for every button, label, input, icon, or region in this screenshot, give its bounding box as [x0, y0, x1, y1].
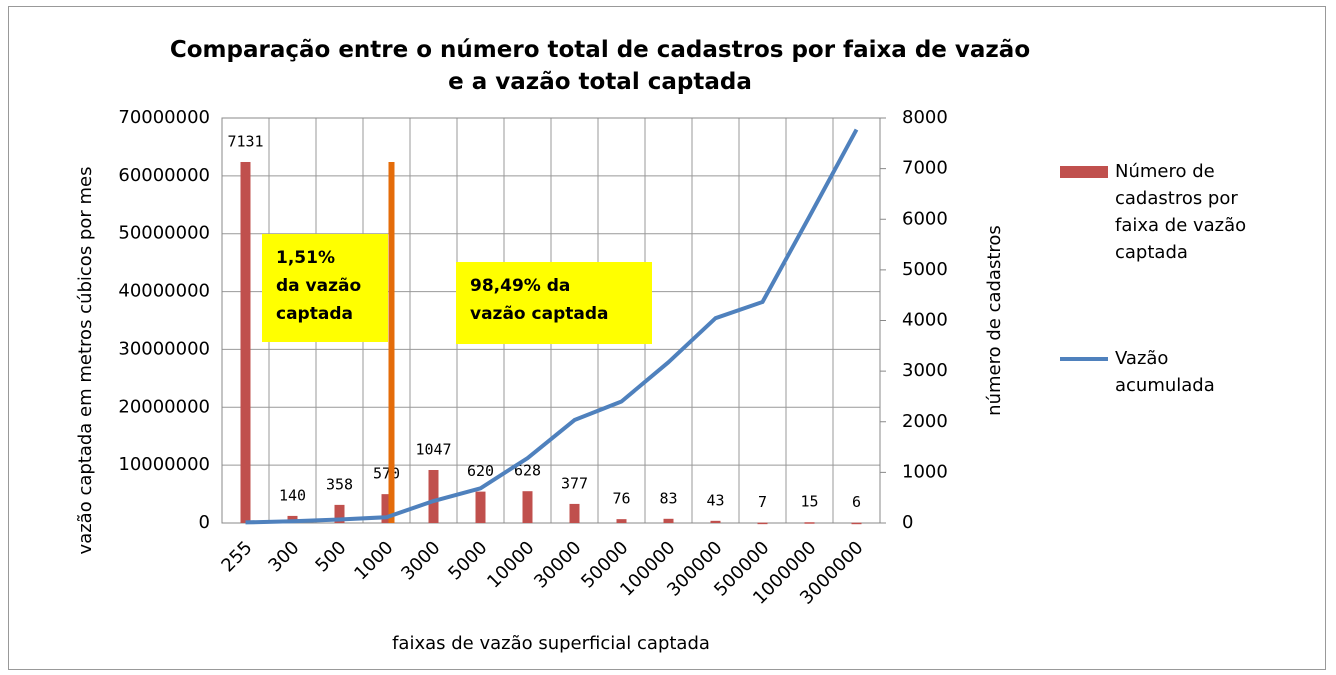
y2-tick-label: 8000 — [902, 107, 948, 128]
bar — [475, 491, 486, 523]
x-tick-label: 300 — [264, 537, 303, 576]
data-label: 43 — [706, 491, 724, 509]
legend-label: Número de cadastros por faixa de vazão c… — [1115, 161, 1247, 263]
y-tick-label: 50000000 — [118, 223, 210, 244]
bar — [522, 491, 533, 523]
plot-border — [221, 117, 881, 524]
y-tick-label: 10000000 — [118, 454, 210, 475]
annotation-line: 1,51% — [276, 248, 335, 268]
bar — [334, 504, 345, 523]
data-label: 15 — [800, 493, 818, 511]
y-tick-label: 40000000 — [118, 281, 210, 302]
data-label: 76 — [612, 490, 630, 508]
data-label: 1047 — [415, 440, 451, 458]
y-tick-label: 30000000 — [118, 338, 210, 359]
x-tick-label: 30000 — [530, 537, 585, 592]
y-tick-label: 70000000 — [118, 107, 210, 128]
x-tick-label: 3000 — [397, 537, 444, 584]
y-tick-label: 20000000 — [118, 396, 210, 417]
data-label: 628 — [514, 462, 541, 480]
bar — [710, 520, 721, 523]
y2-tick-label: 1000 — [902, 461, 948, 482]
y2-tick-label: 5000 — [902, 259, 948, 280]
x-axis-label: faixas de vazão superficial captada — [392, 633, 710, 654]
bar — [616, 519, 627, 523]
y2-tick-label: 2000 — [902, 411, 948, 432]
data-label: 7 — [758, 493, 767, 511]
x-tick-label: 500 — [311, 537, 350, 576]
legend-label: Vazão acumulada — [1115, 348, 1215, 396]
annotation-line: da vazão — [276, 276, 362, 296]
bar — [804, 522, 815, 524]
x-tick-label: 255 — [217, 537, 256, 576]
data-label: 140 — [279, 486, 306, 504]
legend-swatch — [1060, 166, 1108, 178]
y2-tick-label: 4000 — [902, 310, 948, 331]
y-axis-label: vazão captada em metros cúbicos por mes — [75, 167, 96, 555]
annotation-line: captada — [276, 304, 353, 324]
data-label: 570 — [373, 465, 400, 483]
x-tick-label: 1000 — [350, 537, 397, 584]
y2-tick-label: 0 — [902, 512, 913, 533]
y-tick-label: 0 — [199, 512, 210, 533]
annotation-box: 98,49% da vazão captada — [456, 262, 652, 344]
annotation-box: 1,51% da vazão captada — [262, 234, 388, 342]
data-label: 358 — [326, 475, 353, 493]
y2-tick-label: 3000 — [902, 360, 948, 381]
y2-axis-label: número de cadastros — [984, 225, 1005, 416]
y2-tick-label: 6000 — [902, 208, 948, 229]
data-label: 83 — [659, 489, 677, 507]
line — [245, 128, 859, 525]
bar — [428, 469, 439, 523]
y2-tick-label: 7000 — [902, 158, 948, 179]
chart-frame — [8, 6, 1326, 670]
bar — [757, 522, 768, 525]
bar — [663, 518, 674, 523]
bar — [569, 503, 580, 523]
x-tick-label: 10000 — [483, 537, 538, 592]
bar — [381, 494, 392, 523]
chart-title: Comparação entre o número total de cadas… — [169, 37, 1031, 95]
bar — [240, 161, 251, 524]
bar — [851, 522, 862, 525]
annotation-line: vazão captada — [470, 304, 609, 324]
data-label: 6 — [852, 493, 861, 511]
data-label: 620 — [467, 462, 494, 480]
data-label: 7131 — [227, 132, 263, 150]
data-label: 377 — [561, 474, 588, 492]
annotation-line: 98,49% da — [470, 276, 571, 296]
y-tick-label: 60000000 — [118, 165, 210, 186]
